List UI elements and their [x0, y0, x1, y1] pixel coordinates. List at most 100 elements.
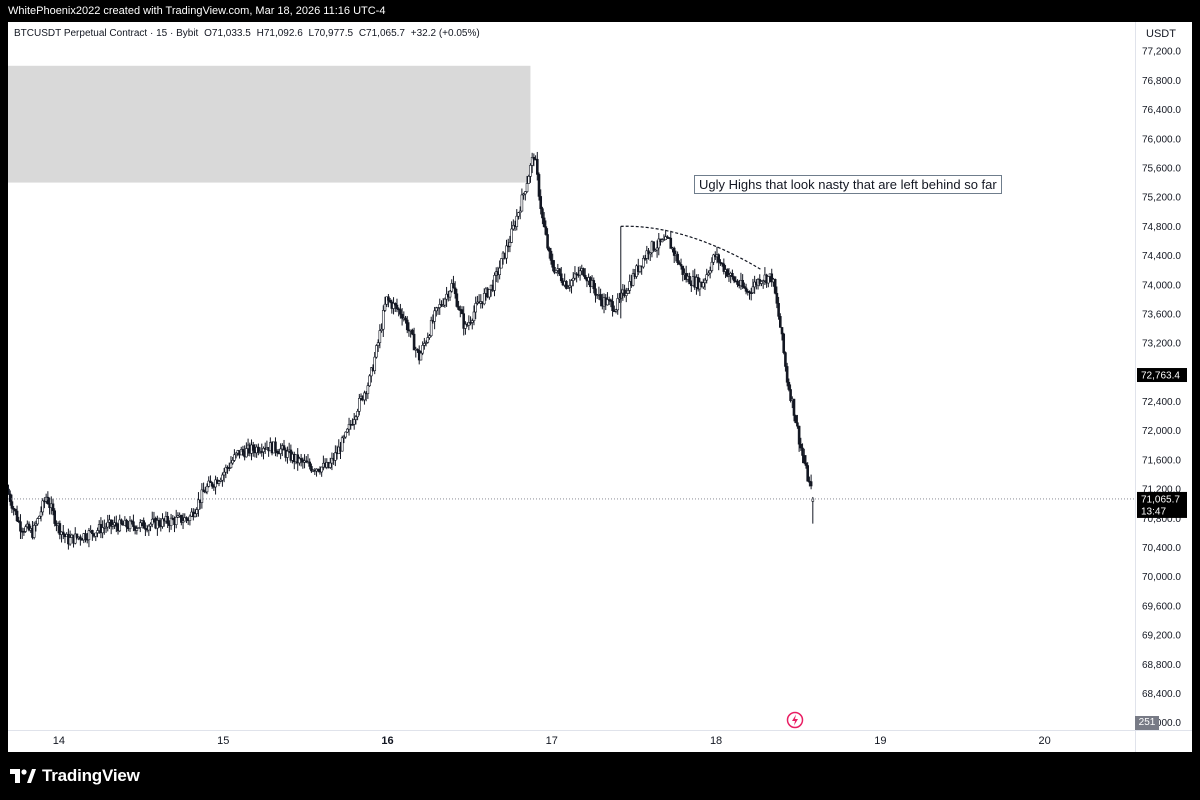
- candle-up[interactable]: [518, 210, 522, 213]
- candle-down[interactable]: [308, 461, 311, 467]
- candle-up[interactable]: [346, 428, 349, 433]
- candle-up[interactable]: [340, 437, 344, 452]
- candle-up[interactable]: [147, 525, 151, 531]
- candle-down[interactable]: [125, 519, 128, 528]
- candle-up[interactable]: [137, 527, 140, 529]
- candle-down[interactable]: [611, 301, 614, 311]
- candle-up[interactable]: [378, 330, 382, 343]
- candle-up[interactable]: [207, 480, 211, 487]
- candle-down[interactable]: [8, 488, 10, 495]
- candle-up[interactable]: [34, 523, 38, 526]
- candle-up[interactable]: [474, 303, 477, 313]
- candle-up[interactable]: [428, 335, 431, 338]
- candle-down[interactable]: [551, 260, 554, 268]
- candle-up[interactable]: [429, 319, 433, 337]
- candle-up[interactable]: [234, 452, 238, 456]
- candle-down[interactable]: [599, 294, 602, 301]
- candle-up[interactable]: [239, 449, 243, 456]
- candle-up[interactable]: [328, 462, 332, 468]
- candle-up[interactable]: [380, 328, 383, 331]
- candle-up[interactable]: [354, 416, 358, 420]
- candle-down[interactable]: [623, 289, 626, 296]
- candle-up[interactable]: [426, 337, 430, 343]
- candle-up[interactable]: [642, 257, 645, 268]
- candle-up[interactable]: [624, 293, 628, 296]
- candle-down[interactable]: [416, 348, 419, 351]
- candle-down[interactable]: [678, 262, 681, 265]
- candle-up[interactable]: [366, 385, 370, 394]
- candle-up[interactable]: [188, 515, 192, 522]
- candle-down[interactable]: [411, 329, 414, 335]
- candle-down[interactable]: [722, 263, 726, 272]
- candle-up[interactable]: [767, 276, 770, 284]
- candle-down[interactable]: [251, 444, 255, 451]
- candle-down[interactable]: [388, 300, 392, 303]
- candle-down[interactable]: [773, 279, 777, 294]
- candle-up[interactable]: [149, 523, 152, 527]
- candle-up[interactable]: [193, 513, 197, 518]
- price-chart[interactable]: 68,000.0 68,400.0 68,800.0 69,200.0 69,600.0…: [8, 22, 1192, 752]
- candle-down[interactable]: [61, 531, 65, 535]
- candle-up[interactable]: [195, 509, 199, 514]
- candle-up[interactable]: [710, 261, 714, 271]
- candle-up[interactable]: [517, 212, 520, 217]
- candle-up[interactable]: [664, 236, 667, 240]
- candle-down[interactable]: [731, 273, 734, 278]
- candle-up[interactable]: [344, 431, 347, 438]
- candle-up[interactable]: [174, 516, 178, 525]
- candle-up[interactable]: [631, 273, 635, 286]
- candle-down[interactable]: [109, 519, 113, 527]
- candle-down[interactable]: [19, 521, 22, 532]
- candle-down[interactable]: [787, 381, 791, 390]
- candle-up[interactable]: [24, 526, 27, 532]
- candle-down[interactable]: [744, 287, 748, 292]
- candle-down[interactable]: [541, 208, 544, 219]
- candle-down[interactable]: [84, 533, 87, 540]
- candle-down[interactable]: [535, 158, 539, 175]
- candle-down[interactable]: [553, 266, 556, 273]
- candle-up[interactable]: [435, 307, 438, 312]
- candle-down[interactable]: [453, 287, 457, 295]
- candle-up[interactable]: [347, 423, 351, 430]
- candle-up[interactable]: [356, 411, 359, 418]
- candle-up[interactable]: [41, 500, 45, 513]
- candle-up[interactable]: [493, 275, 496, 291]
- candle-down[interactable]: [12, 508, 15, 510]
- candle-up[interactable]: [222, 471, 226, 476]
- candle-down[interactable]: [806, 465, 809, 482]
- candle-up[interactable]: [94, 532, 98, 537]
- candle-up[interactable]: [342, 436, 346, 439]
- candle-down[interactable]: [202, 489, 205, 493]
- candle-up[interactable]: [606, 299, 609, 306]
- candle-down[interactable]: [393, 303, 397, 306]
- candle-up[interactable]: [648, 252, 652, 255]
- candle-up[interactable]: [135, 528, 139, 531]
- candle-up[interactable]: [39, 511, 43, 517]
- candle-down[interactable]: [779, 316, 782, 328]
- candle-up[interactable]: [527, 176, 531, 184]
- candle-up[interactable]: [376, 342, 380, 346]
- candle-up[interactable]: [616, 298, 620, 311]
- candle-up[interactable]: [245, 448, 248, 458]
- candle-down[interactable]: [804, 462, 808, 466]
- candle-up[interactable]: [279, 448, 282, 454]
- candle-down[interactable]: [592, 280, 596, 290]
- candle-down[interactable]: [679, 264, 683, 267]
- candle-down[interactable]: [171, 517, 175, 520]
- candle-up[interactable]: [32, 525, 36, 538]
- candle-down[interactable]: [455, 293, 459, 307]
- candle-down[interactable]: [582, 268, 585, 276]
- candle-down[interactable]: [227, 467, 231, 469]
- candle-down[interactable]: [785, 366, 789, 383]
- candle-up[interactable]: [657, 238, 661, 249]
- candle-down[interactable]: [17, 520, 21, 523]
- candle-up[interactable]: [104, 526, 108, 529]
- candle-down[interactable]: [53, 510, 57, 524]
- candle-down[interactable]: [542, 217, 546, 227]
- candle-up[interactable]: [529, 165, 532, 177]
- candle-down[interactable]: [10, 501, 14, 509]
- candle-down[interactable]: [780, 327, 784, 335]
- candle-up[interactable]: [500, 258, 503, 269]
- candle-up[interactable]: [106, 521, 110, 528]
- candle-up[interactable]: [368, 375, 371, 387]
